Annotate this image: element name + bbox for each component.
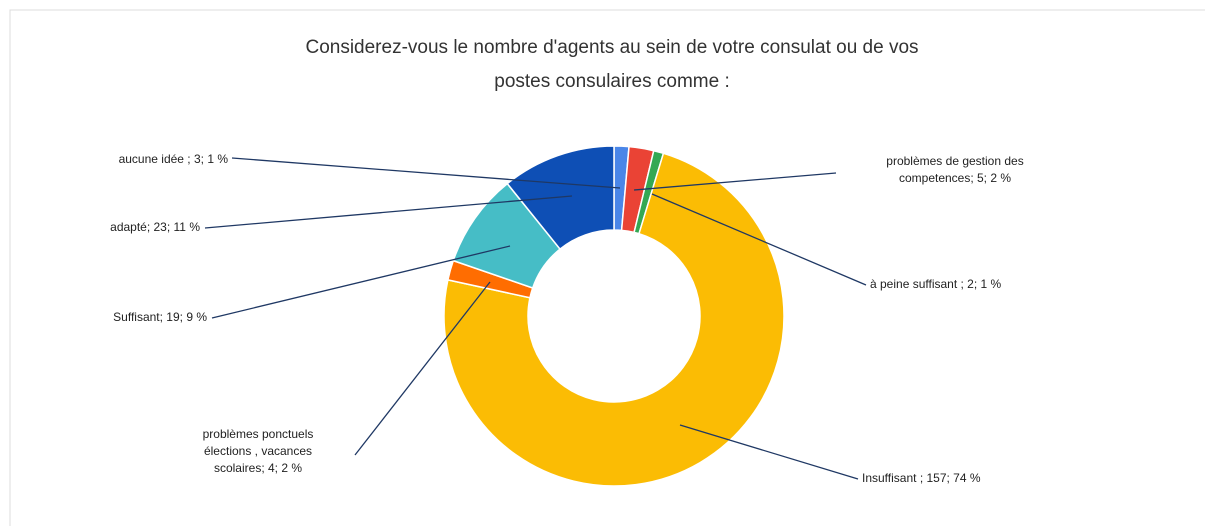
data-label: problèmes ponctuels [203, 427, 314, 441]
leader-line [211, 245, 511, 319]
leader-line [354, 281, 491, 456]
leader-line [679, 424, 859, 480]
data-label: problèmes de gestion des [886, 154, 1023, 168]
data-label: élections , vacances [204, 444, 312, 458]
data-label: competences; 5; 2 % [899, 171, 1011, 185]
leader-line [633, 172, 837, 191]
data-label: aucune idée ; 3; 1 % [119, 152, 229, 166]
data-label: Insuffisant ; 157; 74 % [862, 471, 981, 485]
donut-slice [443, 152, 785, 487]
data-label: à peine suffisant ; 2; 1 % [870, 277, 1002, 291]
data-label: scolaires; 4; 2 % [214, 461, 302, 475]
chart-border [9, 9, 1205, 526]
chart-title: Considerez-vous le nombre d'agents au se… [305, 37, 918, 58]
data-label: Suffisant; 19; 9 % [113, 310, 207, 324]
leader-line [651, 193, 867, 286]
leader-line [231, 157, 621, 189]
chart-title: postes consulaires comme : [494, 71, 730, 92]
leader-line [204, 195, 573, 229]
data-label: adapté; 23; 11 % [110, 220, 200, 234]
